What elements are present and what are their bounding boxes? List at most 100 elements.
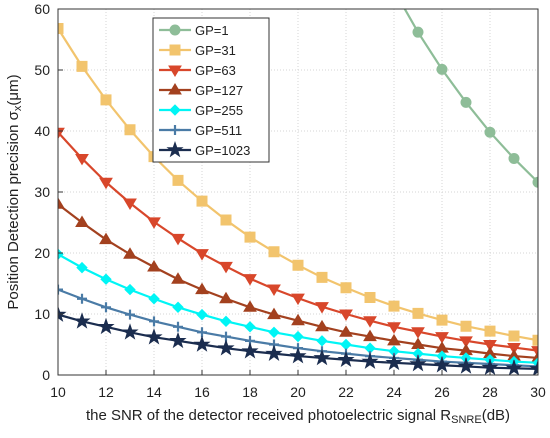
marker (219, 291, 233, 304)
marker (169, 24, 181, 36)
legend-label: GP=511 (195, 123, 242, 138)
legend-label: GP=255 (195, 103, 243, 118)
marker (99, 232, 113, 245)
marker (289, 347, 307, 364)
marker (58, 284, 63, 295)
marker (123, 198, 137, 210)
marker (484, 325, 496, 337)
marker (169, 104, 181, 116)
marker (73, 312, 91, 329)
marker (385, 353, 403, 371)
y-tick-label: 60 (34, 1, 50, 17)
marker (529, 359, 538, 375)
marker (292, 259, 304, 271)
legend-label: GP=1 (195, 23, 229, 38)
marker (101, 302, 111, 313)
marker (507, 343, 521, 355)
marker (409, 354, 427, 372)
marker (100, 273, 112, 285)
x-tick-label: 20 (290, 384, 306, 400)
y-label-main: Position Detection precision σ (5, 110, 22, 309)
y-axis-label: Position Detection precision σx(μm) (5, 74, 24, 309)
marker (315, 302, 329, 314)
marker (196, 308, 208, 321)
marker (147, 217, 161, 229)
x-tick-label: 24 (386, 384, 402, 400)
y-tick-label: 50 (34, 62, 50, 78)
marker (316, 271, 328, 283)
x-tick-label: 22 (338, 384, 354, 400)
marker (243, 274, 257, 286)
marker (169, 44, 181, 56)
marker (436, 63, 448, 75)
marker (76, 261, 88, 274)
legend: GP=1 GP=31 GP=63 GP=127 GP=255 GP=511 GP=1023 (152, 17, 270, 163)
x-tick-label: 14 (146, 384, 162, 400)
y-label-end: (μm) (5, 74, 22, 105)
marker (195, 249, 209, 261)
marker (339, 309, 353, 321)
marker (244, 231, 256, 243)
marker (77, 293, 87, 304)
marker (484, 126, 496, 138)
y-tick-label: 10 (34, 306, 50, 322)
marker (124, 283, 136, 296)
x-axis-label: the SNR of the detector received photoel… (86, 407, 510, 426)
y-tick-label: 20 (34, 245, 50, 261)
marker (244, 321, 256, 333)
marker (460, 320, 472, 332)
marker (97, 317, 115, 335)
marker (435, 332, 449, 344)
marker (387, 333, 401, 346)
marker (436, 314, 448, 326)
x-tick-label: 12 (98, 384, 114, 400)
marker (361, 352, 379, 369)
y-label-sub: x (12, 105, 24, 111)
marker (411, 327, 425, 339)
marker (168, 65, 182, 77)
marker (508, 330, 520, 342)
marker (217, 339, 235, 356)
marker (166, 140, 184, 158)
y-tick-label: 40 (34, 123, 50, 139)
y-tick-label: 0 (42, 367, 50, 383)
marker (99, 177, 113, 190)
marker (363, 316, 377, 328)
marker (168, 83, 182, 95)
legend-label: GP=127 (195, 83, 243, 98)
marker (505, 359, 523, 375)
marker (388, 300, 400, 312)
marker (121, 323, 139, 340)
x-label-end: (dB) (482, 407, 510, 424)
marker (268, 326, 280, 339)
marker (243, 300, 257, 312)
marker (220, 315, 232, 328)
x-tick-label: 30 (530, 384, 546, 400)
marker (195, 282, 209, 295)
marker (363, 329, 377, 342)
marker (340, 282, 352, 294)
marker (267, 284, 281, 296)
marker (265, 344, 283, 361)
x-tick-label: 26 (434, 384, 450, 400)
marker (75, 153, 89, 166)
marker (313, 348, 331, 366)
marker (316, 335, 328, 347)
plot-area (58, 9, 538, 375)
x-label-main: the SNR of the detector received photoel… (86, 407, 451, 424)
marker (292, 330, 304, 343)
marker (340, 338, 352, 351)
x-tick-label: 16 (194, 384, 210, 400)
marker (171, 233, 185, 246)
marker (172, 174, 184, 186)
marker (196, 195, 208, 207)
marker (412, 307, 424, 319)
marker (267, 307, 281, 320)
marker (291, 313, 305, 326)
marker (457, 357, 475, 374)
marker (459, 336, 473, 348)
marker (147, 260, 161, 272)
marker (100, 94, 112, 106)
marker (145, 328, 163, 345)
